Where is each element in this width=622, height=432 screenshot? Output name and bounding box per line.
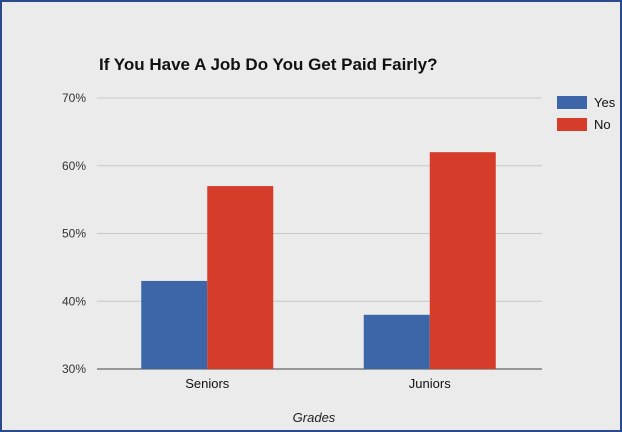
bar-no-juniors: [429, 152, 496, 369]
bar-chart: If You Have A Job Do You Get Paid Fairly…: [62, 55, 616, 425]
y-tick-label: 30%: [62, 362, 86, 376]
bars: [141, 152, 496, 369]
y-tick-label: 70%: [62, 91, 86, 105]
x-category-label: Juniors: [409, 376, 451, 391]
legend-swatch-yes: [557, 96, 587, 109]
y-tick-label: 40%: [62, 294, 86, 308]
y-axis-ticks: 30% 40% 50% 60% 70%: [62, 91, 86, 376]
legend-label: Yes: [594, 95, 616, 110]
x-category-label: Seniors: [185, 376, 230, 391]
legend: Yes No: [557, 95, 616, 132]
chart-title: If You Have A Job Do You Get Paid Fairly…: [99, 55, 438, 74]
y-tick-label: 50%: [62, 227, 86, 241]
bar-no-seniors: [207, 186, 274, 369]
legend-swatch-no: [557, 118, 587, 131]
y-tick-label: 60%: [62, 159, 86, 173]
x-axis-title: Grades: [293, 410, 336, 425]
bar-yes-juniors: [363, 314, 430, 369]
legend-label: No: [594, 117, 611, 132]
x-axis-categories: Seniors Juniors: [185, 376, 451, 391]
bar-yes-seniors: [141, 280, 208, 369]
